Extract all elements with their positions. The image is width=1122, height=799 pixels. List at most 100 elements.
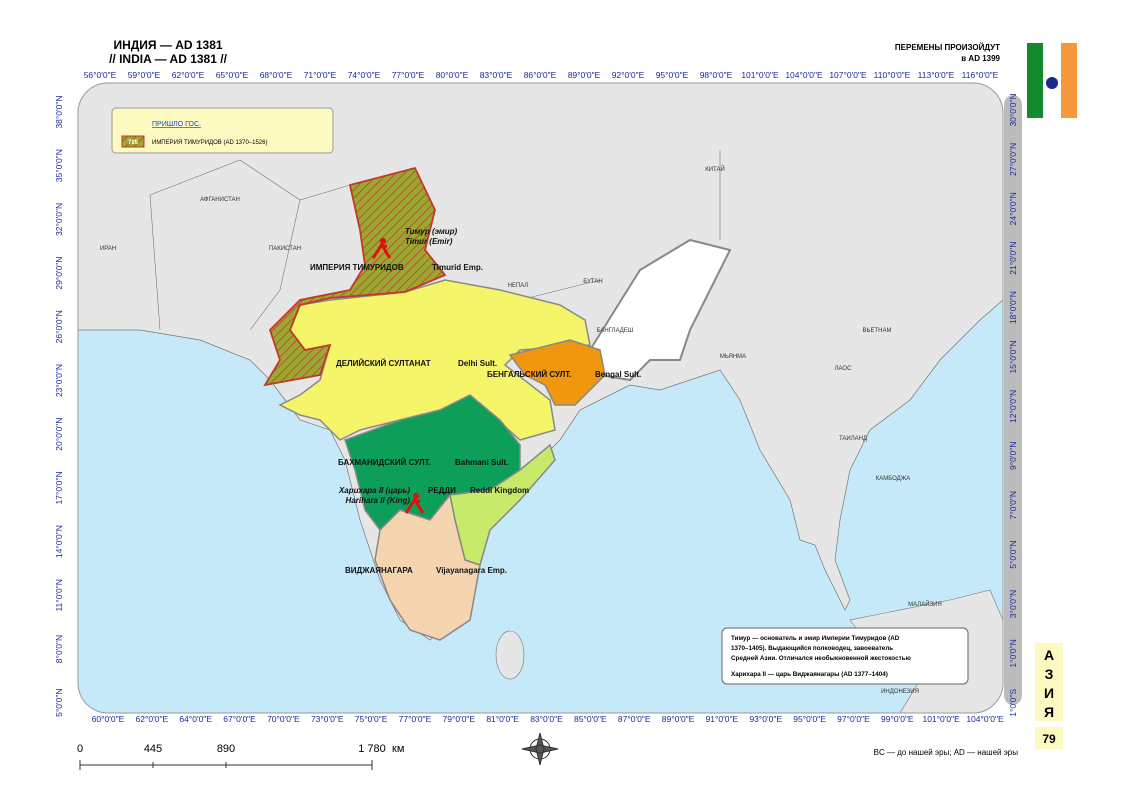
- state-label-en: Delhi Sult.: [458, 359, 497, 368]
- lat-label-right: 3°0'0"N: [1008, 590, 1018, 618]
- lon-label-top: 71°0'0"E: [304, 70, 337, 80]
- lon-label-bottom: 85°0'0"E: [574, 714, 607, 724]
- lon-label-bottom: 77°0'0"E: [399, 714, 432, 724]
- state-label-en: Bengal Sult.: [595, 370, 641, 379]
- lat-label-left: 17°0'0"N: [54, 471, 64, 504]
- lat-label-left: 8°0'0"N: [54, 635, 64, 663]
- country-label: КИТАЙ: [705, 165, 725, 173]
- lon-label-bottom: 70°0'0"E: [267, 714, 300, 724]
- state-label-ru: ВИДЖАЯНАГАРА: [345, 566, 413, 575]
- lat-label-right: 24°0'0"N: [1008, 192, 1018, 225]
- coordinates: 56°0'0"E 59°0'0"E 62°0'0"E 65°0'0"E 68°0'0"E…: [54, 70, 1018, 724]
- note: Тимур — основатель и эмир Империи Тимури…: [721, 627, 969, 685]
- lat-label-left: 11°0'0"N: [54, 579, 64, 611]
- lat-label-left: 14°0'0"N: [54, 525, 64, 558]
- lon-label-top: 113°0'0"E: [918, 70, 955, 80]
- scale-label: 445: [144, 743, 162, 755]
- title: ИНДИЯ — AD 1381: [113, 38, 222, 52]
- lon-label-bottom: 91°0'0"E: [706, 714, 739, 724]
- legend: ПРИШЛО ГОС. 795 ИМПЕРИЯ ТИМУРИДОВ (AD 13…: [111, 107, 334, 154]
- lat-label-right: 30°0'0"N: [1008, 93, 1018, 126]
- country-label: ИРАН: [100, 246, 116, 252]
- country-label: ЛАОС: [835, 366, 852, 372]
- legend-code: 795: [128, 140, 139, 146]
- lat-label-left: 5°0'0"N: [54, 689, 64, 717]
- lon-label-bottom: 97°0'0"E: [837, 714, 870, 724]
- lat-label-right: 1°0'0"N: [1008, 639, 1018, 667]
- state-label-en: Vijayanagara Emp.: [436, 566, 507, 575]
- country-label: МЬЯНМА: [720, 354, 746, 360]
- lon-label-bottom: 73°0'0"E: [311, 714, 344, 724]
- lon-label-top: 95°0'0"E: [656, 70, 689, 80]
- lon-label-bottom: 81°0'0"E: [486, 714, 519, 724]
- person-en: Timur (Emir): [405, 237, 453, 246]
- lat-label-left: 23°0'0"N: [54, 364, 64, 397]
- flag: [1027, 43, 1077, 118]
- note-line: Тимур — основатель и эмир Империи Тимури…: [731, 635, 900, 642]
- state-label-ru: БЕНГАЛЬСКИЙ СУЛТ.: [487, 370, 571, 379]
- lat-label-right: 5°0'0"N: [1008, 540, 1018, 568]
- lon-label-bottom: 89°0'0"E: [662, 714, 695, 724]
- country-label: БУТАН: [583, 279, 602, 285]
- scale-label: 1 780: [358, 743, 386, 755]
- lon-label-bottom: 93°0'0"E: [749, 714, 782, 724]
- lon-label-bottom: 83°0'0"E: [530, 714, 563, 724]
- timurid: [263, 166, 447, 387]
- side-letter: Я: [1044, 704, 1054, 720]
- lat-label-left: 26°0'0"N: [54, 310, 64, 343]
- lon-label-top: 101°0'0"E: [741, 70, 779, 80]
- lon-label-top: 86°0'0"E: [524, 70, 557, 80]
- lon-label-top: 74°0'0"E: [348, 70, 381, 80]
- side-letter: З: [1045, 666, 1054, 682]
- lat-label-left: 29°0'0"N: [54, 257, 64, 290]
- country-label: ВЬЕТНАМ: [863, 328, 892, 334]
- vijayanagara: [374, 493, 481, 641]
- note-line: Харихара II — царь Виджаянагары (AD 1377…: [731, 671, 888, 678]
- lon-label-top: 98°0'0"E: [700, 70, 733, 80]
- person-ru: Харихара II (царь): [338, 486, 410, 495]
- frame-shadow: [1004, 95, 1022, 705]
- lon-label-top: 59°0'0"E: [128, 70, 161, 80]
- lat-label-right: 12°0'0"N: [1008, 390, 1018, 423]
- lat-label-right: 7°0'0"N: [1008, 491, 1018, 519]
- lon-label-top: 65°0'0"E: [216, 70, 249, 80]
- lat-label-right: 15°0'0"N: [1008, 340, 1018, 373]
- state-label-en: Reddi Kingdom: [470, 486, 529, 495]
- lon-label-bottom: 95°0'0"E: [793, 714, 826, 724]
- side-letter: И: [1044, 685, 1054, 701]
- region-white: [588, 238, 732, 382]
- state-label-en: Timurid Emp.: [432, 263, 483, 272]
- country-label: БАНГЛАДЕШ: [597, 328, 634, 334]
- lon-label-top: 107°0'0"E: [829, 70, 867, 80]
- side-box: [1035, 643, 1063, 721]
- state-label-ru: БАХМАНИДСКИЙ СУЛТ.: [338, 458, 431, 467]
- lon-label-top: 110°0'0"E: [874, 70, 911, 80]
- scale-unit: км: [392, 743, 404, 755]
- lon-label-bottom: 79°0'0"E: [442, 714, 475, 724]
- note-line: 1370–1405). Выдающийся полководец, завое…: [731, 644, 893, 652]
- bengal: [508, 339, 606, 406]
- state-label-ru: ДЕЛИЙСКИЙ СУЛТАНАТ: [336, 359, 431, 368]
- country-label: АФГАНИСТАН: [200, 197, 240, 203]
- page-number: 79: [1042, 732, 1056, 746]
- labels: ИРАН АФГАНИСТАН ПАКИСТАН КИТАЙ НЕПАЛ БУТАН БАН…: [100, 165, 942, 695]
- lon-label-bottom: 75°0'0"E: [355, 714, 388, 724]
- lat-label-right: 21°0'0"N: [1008, 242, 1018, 275]
- lon-label-bottom: 99°0'0"E: [881, 714, 914, 724]
- lon-label-bottom: 101°0'0"E: [922, 714, 960, 724]
- lon-label-bottom: 104°0'0"E: [966, 714, 1004, 724]
- scale-label: 890: [217, 743, 235, 755]
- page-box: [1035, 727, 1063, 749]
- changes: ПЕРЕМЕНЫ ПРОИЗОЙДУТ: [895, 43, 1000, 52]
- lat-label-right: 9°0'0"N: [1008, 442, 1018, 470]
- lon-label-top: 104°0'0"E: [785, 70, 823, 80]
- scale-label: 0: [77, 743, 83, 755]
- country-label: КАМБОДЖА: [876, 476, 911, 482]
- lon-label-top: 68°0'0"E: [260, 70, 293, 80]
- map-body: [78, 83, 1003, 713]
- lon-label-top: 80°0'0"E: [436, 70, 469, 80]
- state-label-ru: РЕДДИ: [428, 486, 456, 495]
- note-line: Средней Азии. Отличался необыкновенной ж…: [731, 654, 912, 662]
